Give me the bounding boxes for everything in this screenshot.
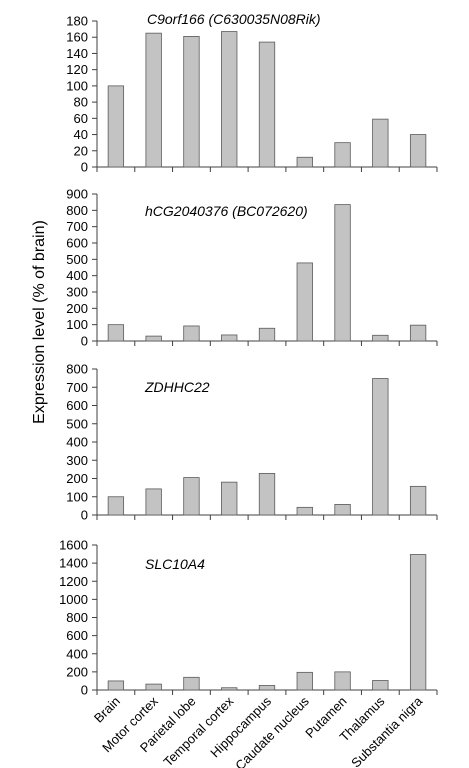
y-tick-label: 60 [74, 111, 88, 126]
y-tick-label: 300 [66, 453, 88, 468]
bar-hippocampus [258, 685, 276, 691]
bar-thalamus [372, 118, 389, 168]
bar-caudate-nucleus [296, 156, 313, 168]
bar-brain [107, 496, 125, 516]
x-category-label: Brain [91, 694, 123, 726]
bar-substantia-nigra [409, 324, 427, 342]
bar-temporal-cortex [221, 481, 238, 516]
y-tick-label: 0 [81, 508, 88, 523]
bar-motor-cortex [145, 335, 162, 342]
y-tick-label: 1600 [59, 538, 88, 553]
panel-title: SLC10A4 [145, 556, 205, 572]
y-tick-label: 100 [66, 317, 88, 332]
bar-parietal-lobe [183, 36, 200, 168]
y-tick-label: 100 [66, 489, 88, 504]
bar-parietal-lobe [183, 477, 200, 516]
bar-putamen [334, 142, 351, 168]
y-tick-label: 0 [81, 334, 88, 349]
y-tick-label: 0 [81, 683, 88, 698]
bar-temporal-cortex [221, 687, 238, 691]
bar-caudate-nucleus [296, 262, 313, 342]
bar-putamen [334, 204, 351, 342]
y-tick-label: 500 [66, 252, 88, 267]
y-tick-label: 700 [66, 380, 88, 395]
bar-substantia-nigra [409, 134, 427, 168]
chart-panel: 0 200 400 600 800 1000 1200 1400 1600 SLC10A4 [59, 538, 438, 698]
y-tick-label: 800 [66, 203, 88, 218]
bar-thalamus [372, 378, 389, 516]
bar-substantia-nigra [409, 485, 427, 516]
bar-brain [107, 324, 125, 342]
y-tick-label: 700 [66, 219, 88, 234]
y-tick-label: 80 [74, 95, 88, 110]
bar-hippocampus [258, 472, 276, 516]
bar-putamen [334, 671, 351, 691]
bar-thalamus [372, 334, 389, 342]
y-tick-label: 1200 [59, 574, 88, 589]
panel-title: hCG2040376 (BC072620) [145, 203, 308, 219]
bar-motor-cortex [145, 488, 162, 516]
bar-substantia-nigra [409, 554, 427, 691]
y-tick-label: 140 [66, 46, 88, 61]
bar-parietal-lobe [183, 676, 200, 691]
bar-hippocampus [258, 41, 276, 168]
y-tick-label: 600 [66, 398, 88, 413]
y-tick-label: 120 [66, 62, 88, 77]
y-tick-label: 400 [66, 646, 88, 661]
y-tick-label: 400 [66, 435, 88, 450]
bar-temporal-cortex [221, 334, 238, 342]
bar-caudate-nucleus [296, 671, 313, 691]
y-tick-label: 200 [66, 471, 88, 486]
y-tick-label: 800 [66, 362, 88, 377]
y-tick-label: 100 [66, 78, 88, 93]
bar-thalamus [372, 680, 389, 691]
y-tick-label: 600 [66, 628, 88, 643]
y-tick-label: 200 [66, 664, 88, 679]
y-tick-label: 40 [74, 127, 88, 142]
panel-title: C9orf166 (C630035N08Rik) [147, 11, 321, 27]
panel-title: ZDHHC22 [144, 379, 210, 395]
y-tick-label: 200 [66, 301, 88, 316]
y-tick-label: 900 [66, 187, 88, 202]
bar-brain [107, 85, 125, 168]
y-axis-label: Expression level (% of brain) [31, 220, 48, 424]
y-tick-label: 1000 [59, 592, 88, 607]
chart-panel: 0 100 200 300 400 500 600 700 800 ZDHHC22 [66, 362, 438, 523]
y-tick-label: 160 [66, 30, 88, 45]
bar-caudate-nucleus [296, 506, 313, 516]
y-tick-label: 500 [66, 416, 88, 431]
y-tick-label: 400 [66, 268, 88, 283]
bar-brain [107, 680, 125, 691]
bar-parietal-lobe [183, 325, 200, 342]
y-tick-label: 180 [66, 14, 88, 29]
y-tick-label: 300 [66, 285, 88, 300]
bar-motor-cortex [145, 32, 162, 168]
y-tick-label: 600 [66, 236, 88, 251]
y-tick-label: 20 [74, 143, 88, 158]
bar-putamen [334, 504, 351, 516]
y-tick-label: 0 [81, 160, 88, 175]
y-tick-label: 800 [66, 610, 88, 625]
y-tick-label: 1400 [59, 556, 88, 571]
bar-motor-cortex [145, 683, 162, 691]
bar-temporal-cortex [221, 31, 238, 168]
bar-hippocampus [258, 327, 276, 342]
